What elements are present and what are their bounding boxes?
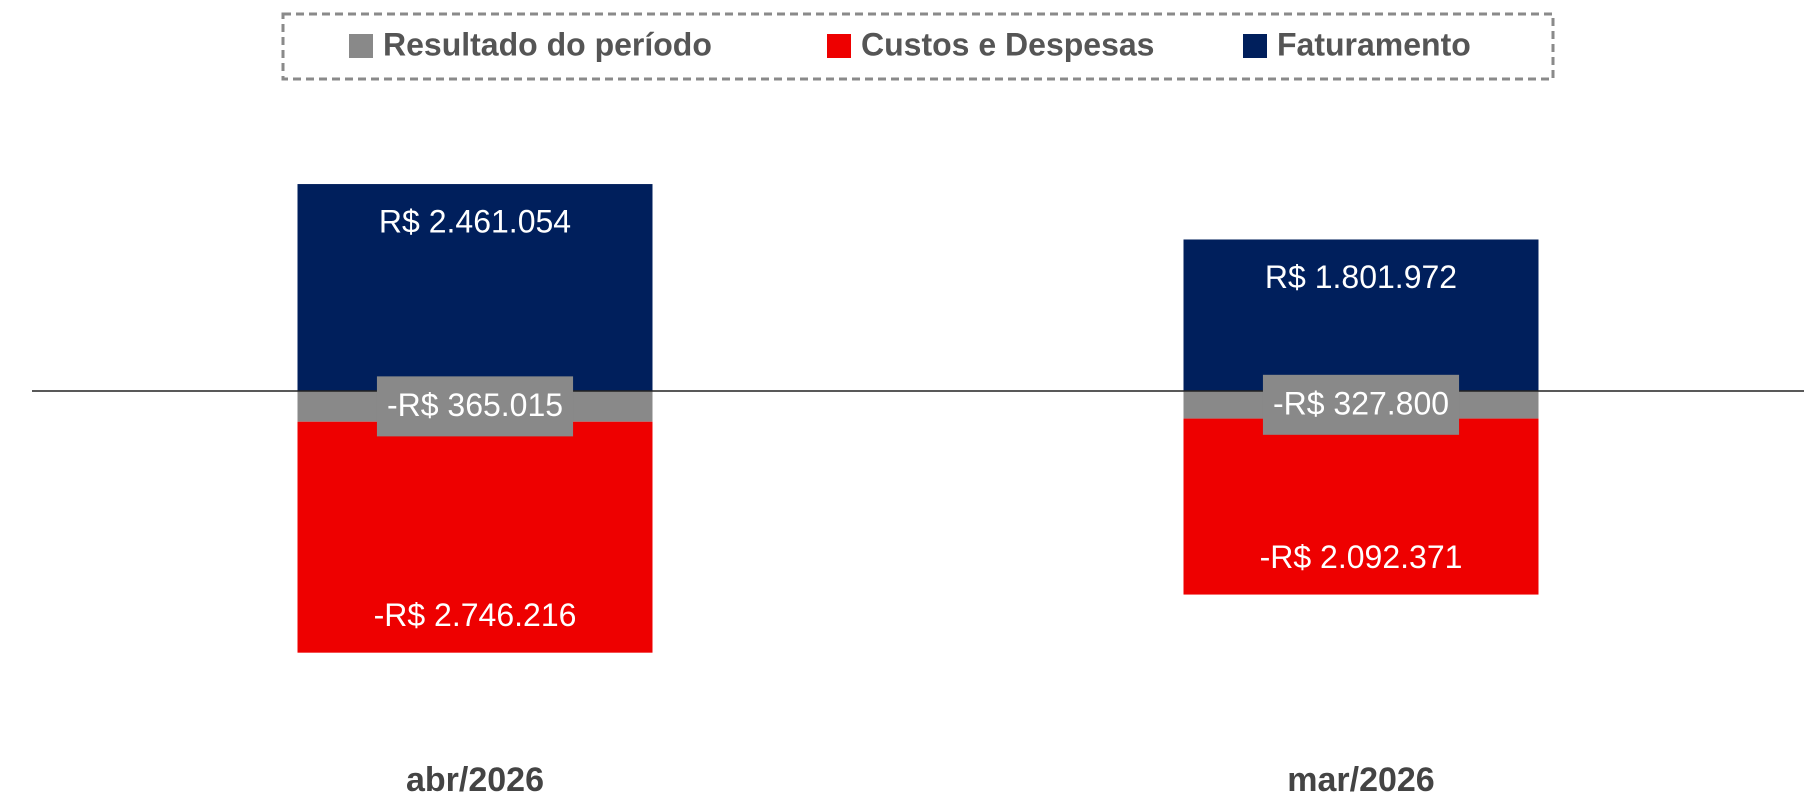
data-label-bg xyxy=(1262,374,1460,435)
data-label: R$ 2.461.054 xyxy=(379,204,571,240)
x-tick-label: mar/2026 xyxy=(1287,761,1434,799)
bar-segment xyxy=(1183,239,1539,392)
data-label-group: -R$ 327.800 xyxy=(1262,374,1460,435)
legend-box xyxy=(281,12,1555,81)
data-label-bg xyxy=(376,376,574,437)
data-label: -R$ 2.092.371 xyxy=(1260,539,1463,575)
bar-segment xyxy=(297,184,653,392)
bar-segment xyxy=(1183,418,1539,595)
bar-segment xyxy=(297,421,653,653)
legend-swatch xyxy=(349,34,373,58)
x-tick-label: abr/2026 xyxy=(406,761,544,799)
data-label-group: -R$ 365.015 xyxy=(376,376,574,437)
data-label: -R$ 327.800 xyxy=(1273,385,1449,421)
data-label: -R$ 2.746.216 xyxy=(374,597,577,633)
legend-label: Resultado do período xyxy=(383,26,712,62)
data-label: R$ 1.801.972 xyxy=(1265,259,1457,295)
legend-label: Custos e Despesas xyxy=(861,26,1154,62)
legend-swatch xyxy=(827,34,851,58)
legend-label: Faturamento xyxy=(1277,26,1471,62)
data-label: -R$ 365.015 xyxy=(387,387,563,423)
legend-swatch xyxy=(1243,34,1267,58)
